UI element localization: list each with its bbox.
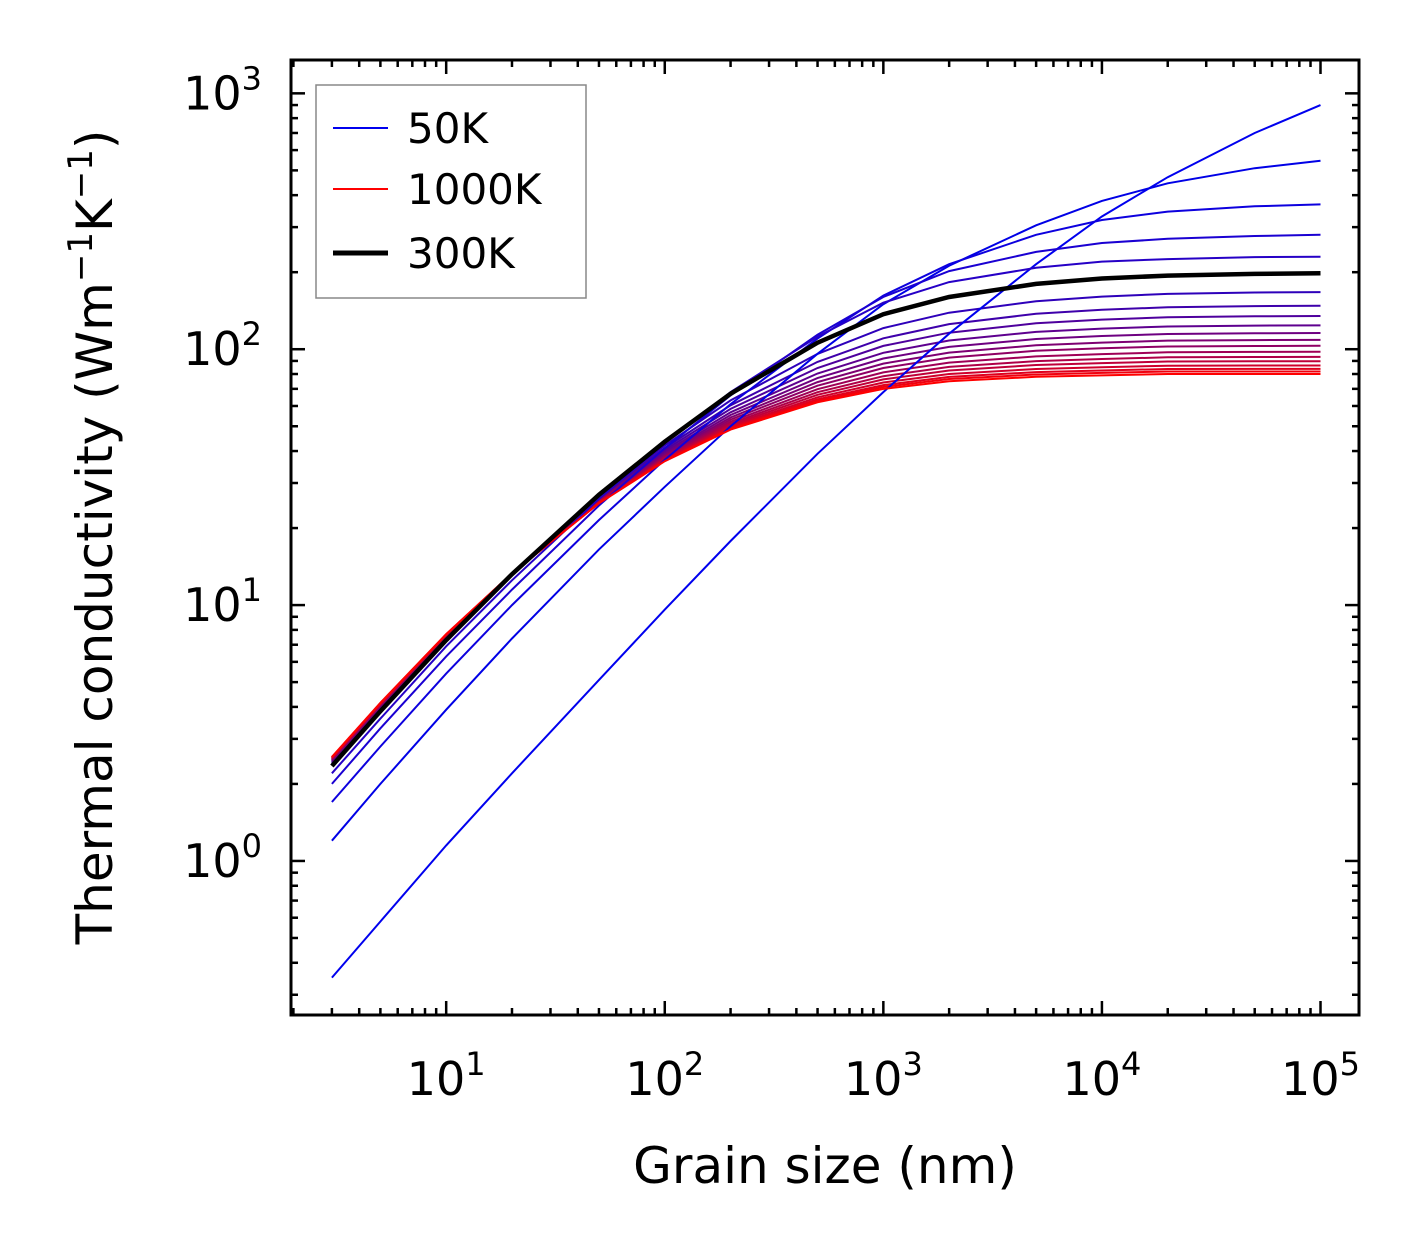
y-tick-base: 10 (183, 322, 242, 376)
y-tick-label: 101 (183, 571, 262, 632)
series-line-250k (331, 255, 1321, 774)
x-tick-base: 10 (407, 1052, 466, 1106)
x-tick-label: 105 (1281, 1045, 1360, 1106)
series-line-800k (331, 360, 1321, 759)
series-line-1000k (331, 373, 1321, 758)
series-line-650k (331, 344, 1321, 761)
y-tick-label: 100 (183, 827, 262, 888)
x-tick-base: 10 (1062, 1052, 1121, 1106)
y-tick-base: 10 (183, 578, 242, 632)
y-tick-label: 102 (183, 315, 262, 376)
x-tick-exp: 3 (902, 1045, 922, 1083)
series-line-700k (331, 350, 1321, 760)
x-tick-base: 10 (625, 1052, 684, 1106)
legend-label-300k: 300K (407, 229, 516, 278)
series-line-950k (331, 370, 1321, 758)
x-tick-exp: 2 (684, 1045, 704, 1083)
legend: 50K 1000K 300K (315, 84, 587, 299)
plot-frame (289, 58, 1361, 1017)
y-axis-label-prefix: Thermal conductivity (Wm (66, 282, 124, 945)
y-axis-label-sup2: −1 (61, 149, 101, 199)
series-line-150k (331, 203, 1321, 803)
y-tick-base: 10 (183, 834, 242, 888)
major-ticks (291, 60, 1359, 1015)
x-axis-label: Grain size (nm) (633, 1137, 1017, 1195)
y-axis-label-sup1: −1 (61, 232, 101, 282)
y-tick-base: 10 (183, 66, 242, 120)
x-tick-label: 104 (1062, 1045, 1141, 1106)
series-line-350k (331, 291, 1321, 765)
x-tick-label: 101 (407, 1045, 486, 1106)
legend-label-50k: 50K (407, 104, 489, 153)
legend-frame (315, 84, 587, 299)
y-tick-exp: 3 (242, 59, 262, 97)
legend-label-1000k: 1000K (407, 165, 543, 214)
x-tick-labels: 101 102 103 104 105 (407, 1045, 1360, 1106)
y-axis-label-mid: K (66, 198, 124, 232)
x-tick-base: 10 (1281, 1052, 1340, 1106)
x-tick-label: 102 (625, 1045, 704, 1106)
y-axis-label-suffix: ) (66, 130, 124, 150)
series-line-750k (331, 355, 1321, 760)
series-line-300k (330, 271, 1321, 768)
series-lines (330, 104, 1321, 979)
x-tick-exp: 5 (1340, 1045, 1360, 1083)
x-tick-exp: 4 (1121, 1045, 1141, 1083)
y-tick-exp: 1 (242, 571, 262, 609)
series-line-100k (331, 159, 1321, 842)
series-line-900k (331, 367, 1321, 759)
y-tick-exp: 2 (242, 315, 262, 353)
series-line-600k (331, 338, 1321, 761)
y-tick-label: 103 (183, 59, 262, 120)
series-line-200k (331, 233, 1321, 785)
series-line-50k (331, 104, 1321, 979)
y-axis-label: Thermal conductivity (Wm−1K−1) (61, 130, 124, 946)
x-tick-exp: 1 (465, 1045, 485, 1083)
series-line-850k (331, 364, 1321, 759)
x-tick-label: 103 (844, 1045, 923, 1106)
x-tick-base: 10 (844, 1052, 903, 1106)
y-tick-exp: 0 (242, 827, 262, 865)
